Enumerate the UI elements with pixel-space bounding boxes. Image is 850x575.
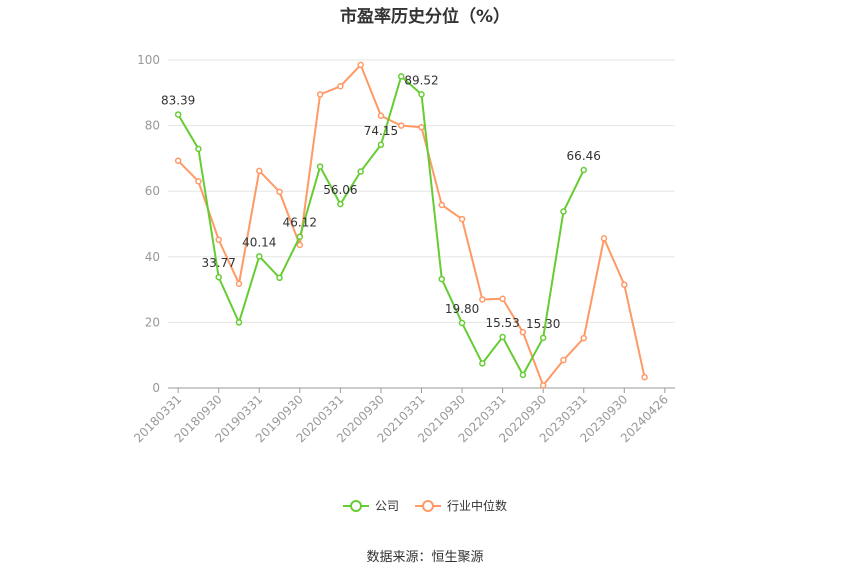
series-0-point-20190331[interactable] [256, 253, 263, 260]
data-label-20190930: 46.12 [283, 216, 317, 230]
series-1-point-20220630[interactable] [519, 328, 527, 336]
series-1-point-20210331[interactable] [418, 123, 425, 131]
y-tick-label-0: 0 [152, 381, 160, 395]
series-0-point-20221231[interactable] [560, 208, 567, 215]
series-1-point-20200630[interactable] [357, 61, 364, 69]
series-1-point-20230630[interactable] [600, 235, 608, 242]
source-note: 数据来源：恒生聚源 [366, 550, 484, 565]
series-0-point-20181231[interactable] [235, 319, 243, 326]
series-0-point-20230331[interactable] [580, 166, 587, 174]
series-1-point-20190630[interactable] [276, 188, 283, 196]
series-0-point-20180331[interactable] [174, 111, 182, 118]
series-1-point-20211231[interactable] [479, 296, 486, 303]
data-label-20180930: 33.77 [202, 256, 236, 270]
series-1-point-20230930[interactable] [621, 281, 628, 288]
series-1-point-20190930[interactable] [296, 241, 304, 249]
y-tick-label-100: 100 [137, 53, 160, 67]
series-0-point-20220331[interactable] [499, 333, 506, 341]
series-line-1 [177, 63, 646, 388]
legend: 公司 行业中位数 [0, 497, 850, 514]
series-1-point-20210630[interactable] [438, 201, 446, 209]
series-0-point-20211231[interactable] [479, 360, 486, 367]
series-1-point-20201231[interactable] [397, 122, 405, 129]
series-1-point-20231231[interactable] [641, 373, 648, 381]
series-0-point-20201231[interactable] [397, 73, 405, 80]
data-label-20220930: 15.30 [526, 317, 560, 331]
series-1-point-20190331[interactable] [256, 167, 263, 175]
series-0-point-20190930[interactable] [296, 233, 304, 240]
series-1-point-20221231[interactable] [560, 356, 567, 364]
series-0-point-20200331[interactable] [337, 200, 344, 208]
series-1-point-20191231[interactable] [316, 91, 324, 98]
series-0-point-20190630[interactable] [276, 274, 283, 282]
data-label-20200930: 74.15 [364, 124, 398, 138]
data-label-20200331: 56.06 [323, 183, 357, 197]
series-0-point-20210630[interactable] [438, 275, 446, 283]
series-1-point-20180331[interactable] [174, 157, 182, 164]
series-1-point-20210930[interactable] [458, 215, 466, 223]
series-0-point-20180630[interactable] [195, 145, 202, 153]
legend-label-industry-median: 行业中位数 [447, 499, 508, 513]
series-1-point-20180930[interactable] [215, 236, 222, 243]
legend-swatch-company-icon [342, 499, 369, 512]
series-1-point-20220930[interactable] [539, 382, 547, 389]
series-0-point-20200930[interactable] [377, 141, 385, 149]
axis-layer: 0204060801002018033120180930201903312019… [131, 53, 675, 445]
series-0-point-20200630[interactable] [357, 168, 364, 175]
series-0-point-20191231[interactable] [316, 163, 324, 170]
chart-title: 市盈率历史分位（%） [339, 7, 511, 27]
series-0-point-20220930[interactable] [539, 334, 547, 342]
series-1-point-20220331[interactable] [499, 295, 506, 303]
data-label-20230331: 66.46 [567, 149, 601, 163]
series-1-point-20230331[interactable] [580, 334, 587, 342]
label-layer: 83.39 33.77 40.14 46.12 56.06 74.15 89.52 19.80… [161, 73, 601, 330]
legend-swatch-industry-median-icon [415, 499, 441, 512]
series-1-point-20200930[interactable] [377, 112, 385, 120]
data-label-20210930: 19.80 [445, 302, 479, 316]
series-0-point-20220630[interactable] [519, 371, 527, 379]
legend-label-company: 公司 [374, 499, 399, 513]
data-label-20180331: 83.39 [161, 93, 195, 107]
series-1-point-20180630[interactable] [195, 178, 202, 185]
series-1-point-20200331[interactable] [337, 82, 344, 90]
y-tick-label-20: 20 [145, 315, 160, 329]
y-tick-label-40: 40 [145, 250, 160, 264]
series-0-point-20180930[interactable] [215, 273, 222, 281]
series-0-point-20210930[interactable] [458, 319, 466, 327]
y-tick-label-80: 80 [145, 119, 160, 133]
data-label-20220331: 15.53 [485, 316, 519, 330]
legend-item-company[interactable]: 公司 [342, 497, 399, 514]
data-label-20210331: 89.52 [404, 73, 438, 87]
legend-item-industry-median[interactable]: 行业中位数 [415, 497, 507, 514]
y-tick-label-60: 60 [145, 184, 160, 198]
series-layer [174, 61, 648, 389]
series-1-point-20181231[interactable] [235, 280, 243, 287]
data-label-20190331: 40.14 [242, 235, 276, 249]
series-0-point-20210331[interactable] [418, 91, 425, 98]
